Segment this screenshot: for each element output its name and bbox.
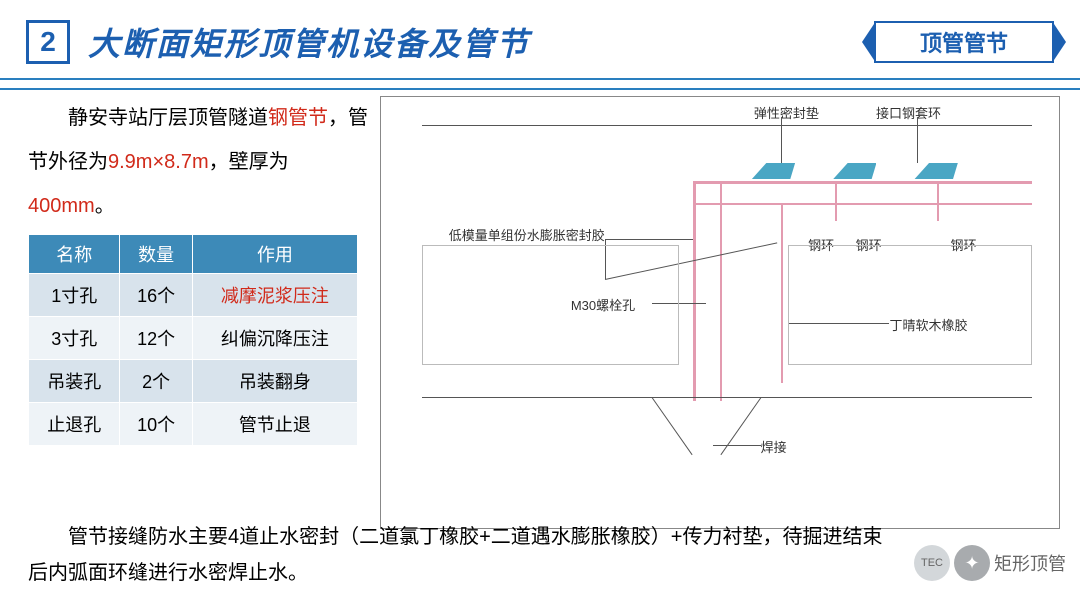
badge-arrow-left [862,21,876,63]
dim-line [422,125,1032,126]
footer-line1: 管节接缝防水主要4道止水密封（二道氯丁橡胶+二道遇水膨胀橡胶）+传力衬垫，待掘进… [68,526,882,548]
desc-red2: 9.9m×8.7m [108,151,209,173]
td: 纠偏沉降压注 [192,317,357,360]
desc-seg: ，壁厚为 [209,151,289,173]
header-rule-1 [0,78,1080,80]
label-low-mod-sealant: 低模量单组份水膨胀密封胶 [449,225,605,244]
td: 止退孔 [29,403,120,446]
badge-text: 顶管管节 [920,26,1008,58]
pink-slab-top [693,181,1032,184]
footer-line2: 后内弧面环缝进行水密焊止水。 [28,555,308,591]
base-line [422,397,1032,398]
pink-vert-4 [937,181,939,221]
td: 减摩泥浆压注 [192,274,357,317]
pink-vert-1 [693,181,696,401]
leader [917,117,918,163]
gasket-icon [910,163,958,179]
td: 3寸孔 [29,317,120,360]
td: 吊装翻身 [192,360,357,403]
slide-title: 大断面矩形顶管机设备及管节 [88,19,530,65]
left-column: 静安寺站厅层顶管隧道钢管节，管节外径为9.9m×8.7m，壁厚为400mm。 名… [28,96,368,529]
v-line [720,397,761,455]
category-badge: 顶管管节 [874,21,1054,63]
watermark: TEC ✦ 矩形顶管 [914,545,1066,581]
pink-slab-bot [693,203,1032,205]
th-func: 作用 [192,235,357,274]
th-name: 名称 [29,235,120,274]
td: 10个 [120,403,192,446]
header-left: 2 大断面矩形顶管机设备及管节 [26,19,530,65]
td: 吊装孔 [29,360,120,403]
td: 管节止退 [192,403,357,446]
panel-right [788,245,1032,365]
wechat-icon: ✦ [954,545,990,581]
section-number: 2 [40,26,56,58]
desc-seg: 静安寺站厅层顶管隧道 [68,107,268,129]
slide-header: 2 大断面矩形顶管机设备及管节 顶管管节 [26,14,1054,70]
pink-vert-3 [835,181,837,221]
table-row: 吊装孔 2个 吊装翻身 [29,360,358,403]
gasket-icon [747,163,795,179]
watermark-text: 矩形顶管 [994,550,1066,576]
label-weld: 焊接 [761,437,787,456]
badge-arrow-right [1052,21,1066,63]
desc-seg: 。 [95,195,115,217]
desc-red1: 钢管节 [268,107,328,129]
holes-table: 名称 数量 作用 1寸孔 16个 减摩泥浆压注 3寸孔 12个 纠偏沉降压注 [28,234,358,446]
pink-vert-2 [720,181,722,401]
label-elastic-seal: 弹性密封垫 [754,103,819,122]
watermark-avatar-text: TEC [921,557,943,569]
leader [605,239,693,240]
panel-left [422,245,680,365]
table-header-row: 名称 数量 作用 [29,235,358,274]
table-row: 1寸孔 16个 减摩泥浆压注 [29,274,358,317]
td: 16个 [120,274,192,317]
th-qty: 数量 [120,235,192,274]
footer-paragraph: 管节接缝防水主要4道止水密封（二道氯丁橡胶+二道遇水膨胀橡胶）+传力衬垫，待掘进… [28,519,1060,591]
description-paragraph: 静安寺站厅层顶管隧道钢管节，管节外径为9.9m×8.7m，壁厚为400mm。 [28,96,368,228]
label-steel-sleeve: 接口钢套环 [876,103,941,122]
header-rule-2 [0,88,1080,90]
watermark-avatar-icon: TEC [914,545,950,581]
leader [713,445,760,446]
td: 1寸孔 [29,274,120,317]
gasket-icon [828,163,876,179]
leader [781,117,782,163]
td: 2个 [120,360,192,403]
td: 12个 [120,317,192,360]
slide-body: 静安寺站厅层顶管隧道钢管节，管节外径为9.9m×8.7m，壁厚为400mm。 名… [28,96,1060,529]
joint-diagram: 弹性密封垫 接口钢套环 低模量单组份水膨胀密封胶 钢环 钢环 钢环 [380,96,1060,529]
table-row: 止退孔 10个 管节止退 [29,403,358,446]
table-row: 3寸孔 12个 纠偏沉降压注 [29,317,358,360]
pink-vert-5 [781,203,783,383]
section-number-box: 2 [26,20,70,64]
desc-red3: 400mm [28,195,95,217]
v-line [652,397,693,455]
